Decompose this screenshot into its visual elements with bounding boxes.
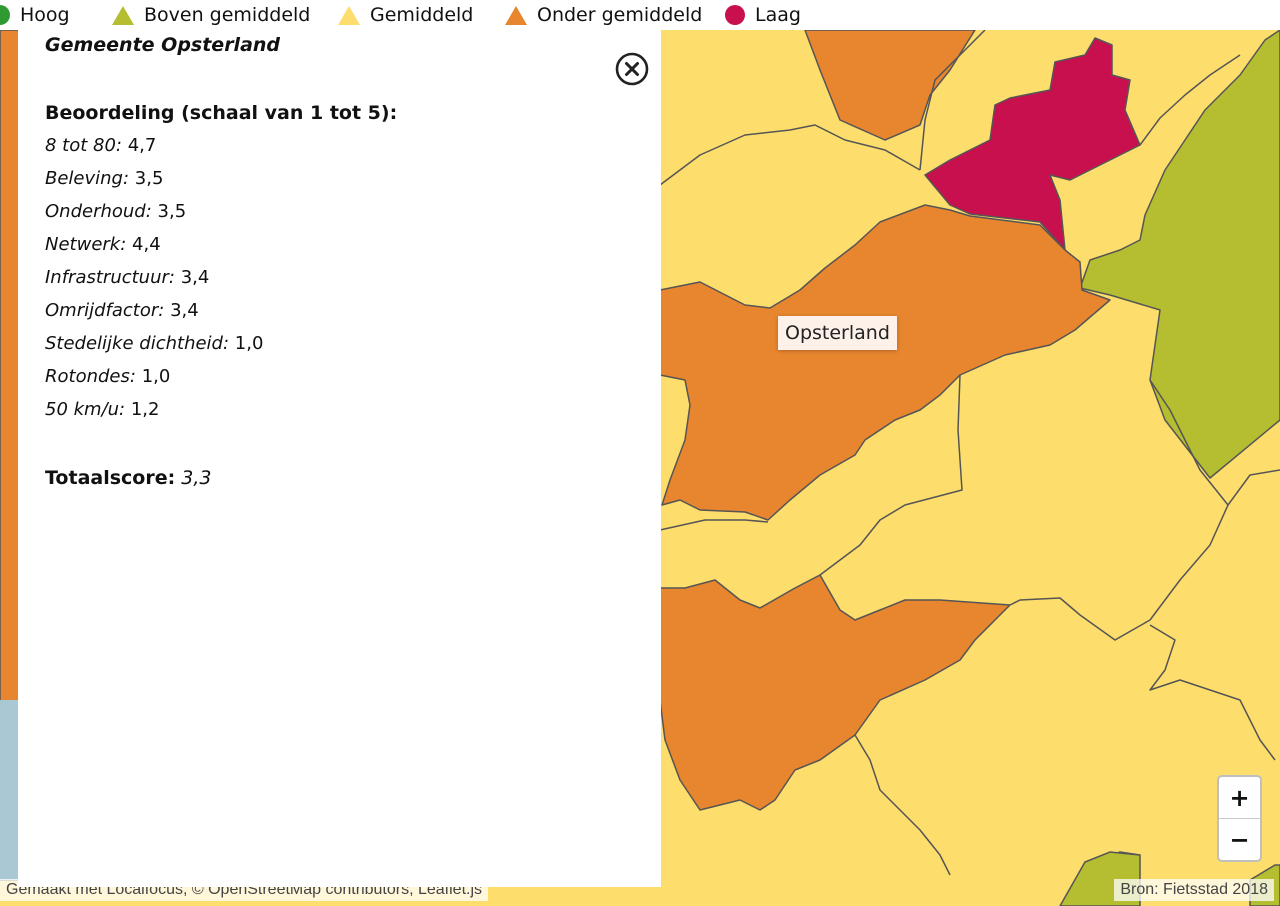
total-score: Totaalscore: 3,3 [45, 467, 211, 489]
region-borders [659, 30, 1280, 881]
legend-label: Gemiddeld [370, 4, 474, 26]
rating-label: Stedelijke dichtheid: [45, 333, 230, 354]
rating-item: Infrastructuur: 3,4 [45, 264, 263, 297]
legend-item-onder-gemiddeld[interactable]: Onder gemiddeld [505, 0, 702, 30]
triangle-icon [505, 5, 527, 25]
total-label: Totaalscore: [45, 467, 176, 489]
region-south-orange[interactable] [659, 574, 1011, 811]
rating-value: 3,4 [180, 267, 210, 288]
rating-item: 8 tot 80: 4,7 [45, 132, 263, 165]
rating-item: Onderhoud: 3,5 [45, 198, 263, 231]
rating-label: 8 tot 80: [45, 135, 122, 156]
rating-label: Omrijdfactor: [45, 300, 165, 321]
attribution-right: Bron: Fietsstad 2018 [1114, 879, 1274, 901]
legend-label: Onder gemiddeld [537, 4, 703, 26]
rating-label: Rotondes: [45, 366, 136, 387]
rating-label: Netwerk: [45, 234, 127, 255]
rating-value: 1,0 [234, 333, 264, 354]
rating-value: 3,5 [157, 201, 187, 222]
close-button[interactable] [615, 52, 649, 86]
legend-label: Hoog [20, 4, 70, 26]
rating-item: Beleving: 3,5 [45, 165, 263, 198]
rating-value: 4,7 [127, 135, 157, 156]
rating-value: 3,5 [134, 168, 164, 189]
rating-item: 50 km/u: 1,2 [45, 396, 263, 429]
zoom-in-button[interactable]: + [1219, 777, 1260, 819]
rating-list: 8 tot 80: 4,7 Beleving: 3,5 Onderhoud: 3… [45, 132, 263, 429]
rating-label: 50 km/u: [45, 399, 126, 420]
zoom-control: + − [1217, 775, 1262, 862]
legend-item-boven-gemiddeld[interactable]: Boven gemiddeld [112, 0, 310, 30]
triangle-icon [338, 5, 360, 25]
region-north-orange[interactable] [804, 30, 976, 141]
region-east-green[interactable] [1079, 30, 1280, 479]
zoom-out-button[interactable]: − [1229, 825, 1250, 854]
legend-item-gemiddeld[interactable]: Gemiddeld [338, 0, 473, 30]
total-value: 3,3 [181, 467, 212, 489]
region-opsterland[interactable] [659, 204, 1111, 521]
info-panel: Gemeente Opsterland Beoordeling (schaal … [18, 30, 661, 887]
circle-icon [725, 5, 745, 25]
rating-value: 1,0 [141, 366, 171, 387]
legend-item-laag[interactable]: Laag [725, 0, 801, 30]
legend-label: Boven gemiddeld [144, 4, 311, 26]
circle-icon [0, 5, 10, 25]
legend-label: Laag [755, 4, 801, 26]
triangle-icon [112, 5, 134, 25]
rating-item: Netwerk: 4,4 [45, 231, 263, 264]
region-laag[interactable] [924, 37, 1141, 251]
legend-item-hoog[interactable]: Hoog [0, 0, 70, 30]
rating-item: Omrijdfactor: 3,4 [45, 297, 263, 330]
panel-title: Gemeente Opsterland [45, 34, 281, 56]
rating-label: Infrastructuur: [45, 267, 175, 288]
rating-value: 1,2 [130, 399, 160, 420]
panel-heading: Beoordeling (schaal van 1 tot 5): [45, 102, 398, 124]
rating-label: Onderhoud: [45, 201, 152, 222]
rating-value: 3,4 [170, 300, 199, 321]
rating-item: Stedelijke dichtheid: 1,0 [45, 330, 263, 363]
rating-label: Beleving: [45, 168, 130, 189]
map-tooltip: Opsterland [778, 316, 897, 350]
map-legend: Hoog Boven gemiddeld Gemiddeld Onder gem… [0, 0, 1280, 30]
region-water [0, 700, 20, 880]
close-circle-icon [615, 52, 649, 86]
rating-value: 4,4 [132, 234, 161, 255]
rating-item: Rotondes: 1,0 [45, 363, 263, 396]
